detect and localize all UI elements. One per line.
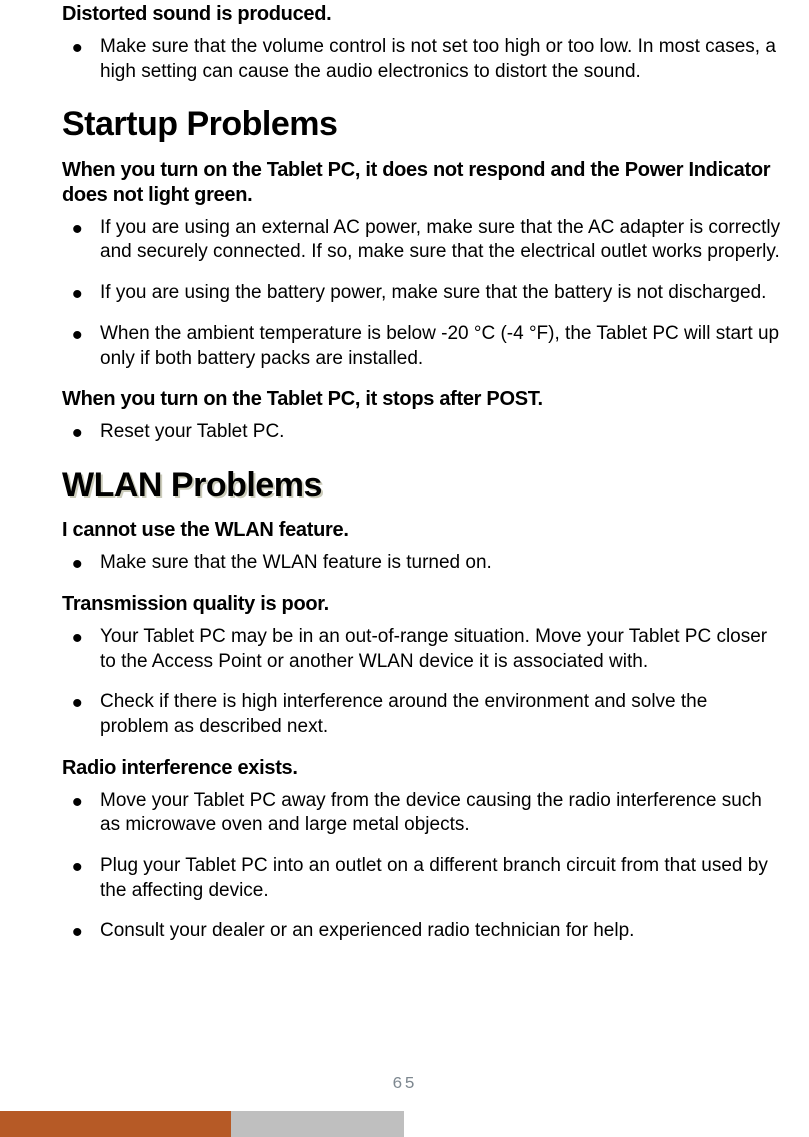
wlan-cannot-use-heading: I cannot use the WLAN feature. <box>62 518 781 543</box>
footer-bar-grey <box>231 1111 404 1137</box>
page-number: 65 <box>0 1075 809 1094</box>
list-item: Plug your Tablet PC into an outlet on a … <box>62 854 781 903</box>
wlan-problems-title: WLAN Problems <box>62 467 781 504</box>
list-item: Make sure that the volume control is not… <box>62 35 781 84</box>
startup-no-respond-heading: When you turn on the Tablet PC, it does … <box>62 158 781 208</box>
sound-distorted-list: Make sure that the volume control is not… <box>62 35 781 84</box>
list-item: Consult your dealer or an experienced ra… <box>62 919 781 944</box>
list-item: Your Tablet PC may be in an out-of-range… <box>62 625 781 674</box>
wlan-cannot-use-list: Make sure that the WLAN feature is turne… <box>62 551 781 576</box>
list-item: Reset your Tablet PC. <box>62 420 781 445</box>
sound-distorted-heading: Distorted sound is produced. <box>62 2 781 27</box>
page-footer: 65 <box>0 1073 809 1137</box>
list-item: When the ambient temperature is below -2… <box>62 322 781 371</box>
startup-post-heading: When you turn on the Tablet PC, it stops… <box>62 387 781 412</box>
wlan-interference-list: Move your Tablet PC away from the device… <box>62 789 781 944</box>
list-item: Check if there is high interference arou… <box>62 690 781 739</box>
list-item: If you are using the battery power, make… <box>62 281 781 306</box>
wlan-transmission-heading: Transmission quality is poor. <box>62 592 781 617</box>
wlan-transmission-list: Your Tablet PC may be in an out-of-range… <box>62 625 781 740</box>
list-item: Make sure that the WLAN feature is turne… <box>62 551 781 576</box>
startup-post-list: Reset your Tablet PC. <box>62 420 781 445</box>
footer-bar-accent <box>0 1111 231 1137</box>
list-item: If you are using an external AC power, m… <box>62 216 781 265</box>
startup-no-respond-list: If you are using an external AC power, m… <box>62 216 781 371</box>
startup-problems-title: Startup Problems <box>62 106 781 143</box>
page-content: Distorted sound is produced. Make sure t… <box>0 2 809 944</box>
wlan-interference-heading: Radio interference exists. <box>62 756 781 781</box>
list-item: Move your Tablet PC away from the device… <box>62 789 781 838</box>
